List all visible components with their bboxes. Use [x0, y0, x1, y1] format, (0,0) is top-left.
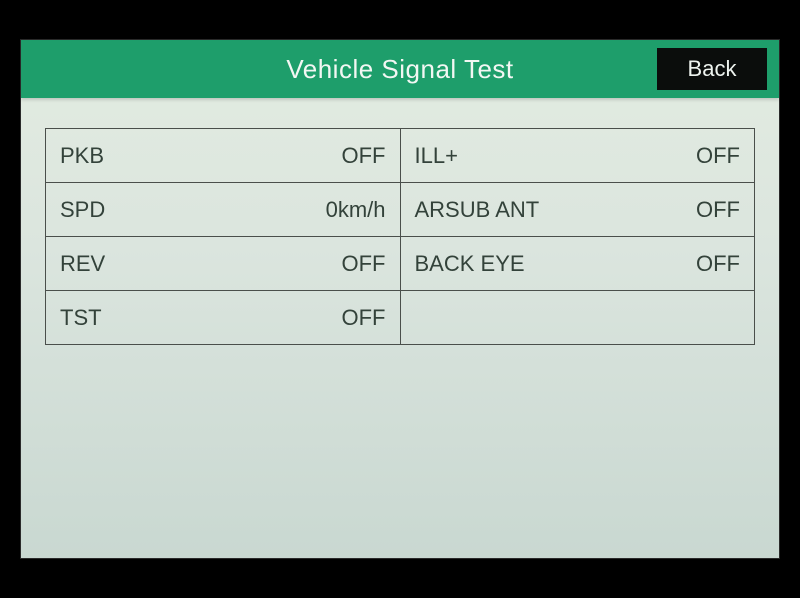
signal-value: OFF: [696, 197, 740, 223]
screen: Vehicle Signal Test Back PKB OFF ILL+ OF…: [20, 39, 780, 559]
signal-label: ILL+: [415, 143, 458, 169]
signal-label: REV: [60, 251, 105, 277]
signal-label: ARSUB ANT: [415, 197, 540, 223]
signal-table: PKB OFF ILL+ OFF SPD 0km/h: [45, 128, 755, 345]
signal-value: OFF: [696, 251, 740, 277]
signal-value: 0km/h: [326, 197, 386, 223]
signal-label: SPD: [60, 197, 105, 223]
signal-value: OFF: [342, 143, 386, 169]
table-row: SPD 0km/h ARSUB ANT OFF: [46, 183, 755, 237]
table-row: REV OFF BACK EYE OFF: [46, 237, 755, 291]
signal-cell: BACK EYE OFF: [400, 237, 755, 291]
back-button[interactable]: Back: [657, 48, 767, 90]
signal-cell: REV OFF: [46, 237, 401, 291]
signal-label: TST: [60, 305, 102, 331]
signal-cell: TST OFF: [46, 291, 401, 345]
header-bar: Vehicle Signal Test Back: [21, 40, 779, 98]
signal-label: BACK EYE: [415, 251, 525, 277]
signal-cell: SPD 0km/h: [46, 183, 401, 237]
signal-value: OFF: [696, 143, 740, 169]
signal-cell: ILL+ OFF: [400, 129, 755, 183]
signal-value: OFF: [342, 251, 386, 277]
signal-cell: [400, 291, 755, 345]
signal-label: PKB: [60, 143, 104, 169]
content-area: PKB OFF ILL+ OFF SPD 0km/h: [21, 98, 779, 558]
table-row: PKB OFF ILL+ OFF: [46, 129, 755, 183]
signal-value: OFF: [342, 305, 386, 331]
signal-cell: PKB OFF: [46, 129, 401, 183]
signal-cell: ARSUB ANT OFF: [400, 183, 755, 237]
table-row: TST OFF: [46, 291, 755, 345]
